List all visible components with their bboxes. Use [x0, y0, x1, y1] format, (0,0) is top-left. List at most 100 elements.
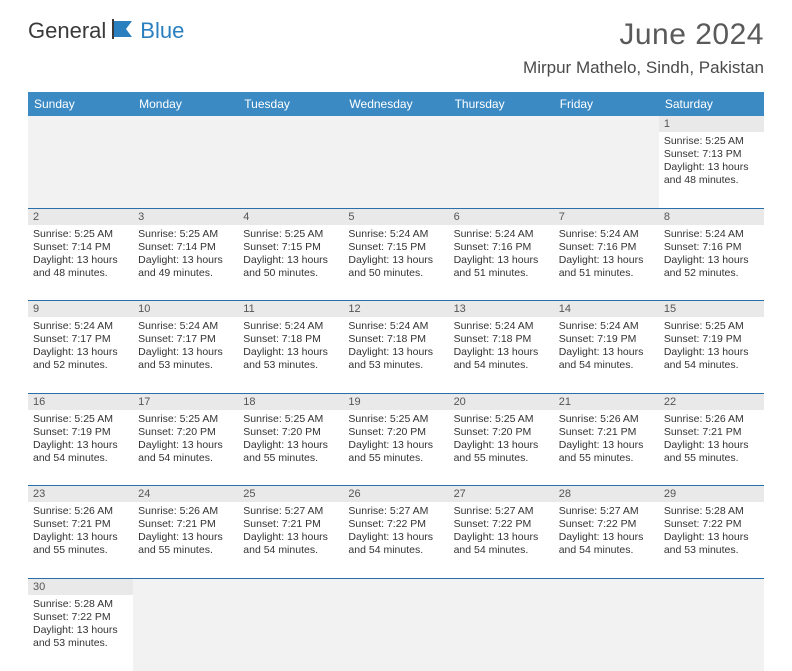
- day-cell: Sunrise: 5:25 AMSunset: 7:14 PMDaylight:…: [28, 225, 133, 301]
- day-number: 25: [238, 486, 343, 503]
- day-number: 28: [554, 486, 659, 503]
- weekday-header: Saturday: [659, 92, 764, 116]
- day-cell: Sunrise: 5:26 AMSunset: 7:21 PMDaylight:…: [133, 502, 238, 578]
- sunrise-text: Sunrise: 5:25 AM: [348, 413, 443, 426]
- day-cell: Sunrise: 5:25 AMSunset: 7:19 PMDaylight:…: [659, 317, 764, 393]
- sunrise-text: Sunrise: 5:24 AM: [243, 320, 338, 333]
- daylight-text: and 51 minutes.: [454, 267, 549, 280]
- sunset-text: Sunset: 7:21 PM: [664, 426, 759, 439]
- sunrise-text: Sunrise: 5:24 AM: [559, 228, 654, 241]
- daylight-text: and 54 minutes.: [243, 544, 338, 557]
- sunrise-text: Sunrise: 5:27 AM: [454, 505, 549, 518]
- blank-cell: [449, 132, 554, 208]
- daylight-text: Daylight: 13 hours: [33, 531, 128, 544]
- day-cell: Sunrise: 5:26 AMSunset: 7:21 PMDaylight:…: [28, 502, 133, 578]
- sunset-text: Sunset: 7:22 PM: [348, 518, 443, 531]
- day-cell: Sunrise: 5:27 AMSunset: 7:21 PMDaylight:…: [238, 502, 343, 578]
- day-cell: Sunrise: 5:24 AMSunset: 7:18 PMDaylight:…: [449, 317, 554, 393]
- blank-daynum: [28, 116, 133, 132]
- brand-part2: Blue: [140, 18, 184, 44]
- daylight-text: Daylight: 13 hours: [33, 624, 128, 637]
- sunrise-text: Sunrise: 5:25 AM: [664, 320, 759, 333]
- brand-logo: General Blue: [28, 18, 184, 44]
- sunrise-text: Sunrise: 5:24 AM: [33, 320, 128, 333]
- blank-cell: [343, 595, 448, 671]
- day-number: 18: [238, 393, 343, 410]
- sunset-text: Sunset: 7:22 PM: [454, 518, 549, 531]
- daylight-text: Daylight: 13 hours: [33, 254, 128, 267]
- day-cell: Sunrise: 5:25 AMSunset: 7:19 PMDaylight:…: [28, 410, 133, 486]
- day-number: 9: [28, 301, 133, 318]
- sunrise-text: Sunrise: 5:27 AM: [348, 505, 443, 518]
- day-number: 1: [659, 116, 764, 132]
- day-number: 3: [133, 208, 238, 225]
- blank-cell: [133, 595, 238, 671]
- day-cell: Sunrise: 5:27 AMSunset: 7:22 PMDaylight:…: [343, 502, 448, 578]
- daynum-row: 9101112131415: [28, 301, 764, 318]
- daylight-text: Daylight: 13 hours: [243, 346, 338, 359]
- day-number: 29: [659, 486, 764, 503]
- sunrise-text: Sunrise: 5:27 AM: [559, 505, 654, 518]
- sunset-text: Sunset: 7:22 PM: [664, 518, 759, 531]
- daylight-text: Daylight: 13 hours: [243, 254, 338, 267]
- day-number: 2: [28, 208, 133, 225]
- sunset-text: Sunset: 7:22 PM: [33, 611, 128, 624]
- week-row: Sunrise: 5:26 AMSunset: 7:21 PMDaylight:…: [28, 502, 764, 578]
- blank-daynum: [238, 116, 343, 132]
- day-number: 17: [133, 393, 238, 410]
- day-number: 16: [28, 393, 133, 410]
- weekday-header: Monday: [133, 92, 238, 116]
- daylight-text: Daylight: 13 hours: [348, 531, 443, 544]
- blank-cell: [133, 132, 238, 208]
- day-cell: Sunrise: 5:26 AMSunset: 7:21 PMDaylight:…: [659, 410, 764, 486]
- week-row: Sunrise: 5:25 AMSunset: 7:14 PMDaylight:…: [28, 225, 764, 301]
- sunset-text: Sunset: 7:17 PM: [138, 333, 233, 346]
- daylight-text: Daylight: 13 hours: [664, 254, 759, 267]
- day-cell: Sunrise: 5:24 AMSunset: 7:15 PMDaylight:…: [343, 225, 448, 301]
- sunrise-text: Sunrise: 5:24 AM: [559, 320, 654, 333]
- day-number: 14: [554, 301, 659, 318]
- daylight-text: and 55 minutes.: [33, 544, 128, 557]
- daylight-text: and 50 minutes.: [243, 267, 338, 280]
- daylight-text: and 55 minutes.: [348, 452, 443, 465]
- sunrise-text: Sunrise: 5:26 AM: [664, 413, 759, 426]
- day-cell: Sunrise: 5:25 AMSunset: 7:20 PMDaylight:…: [238, 410, 343, 486]
- daylight-text: Daylight: 13 hours: [454, 439, 549, 452]
- sunrise-text: Sunrise: 5:24 AM: [454, 228, 549, 241]
- location-subtitle: Mirpur Mathelo, Sindh, Pakistan: [523, 58, 764, 78]
- day-cell: Sunrise: 5:25 AMSunset: 7:14 PMDaylight:…: [133, 225, 238, 301]
- daylight-text: Daylight: 13 hours: [559, 346, 654, 359]
- sunrise-text: Sunrise: 5:24 AM: [138, 320, 233, 333]
- daylight-text: and 54 minutes.: [33, 452, 128, 465]
- sunset-text: Sunset: 7:16 PM: [454, 241, 549, 254]
- day-number: 21: [554, 393, 659, 410]
- sunset-text: Sunset: 7:17 PM: [33, 333, 128, 346]
- daylight-text: Daylight: 13 hours: [664, 531, 759, 544]
- day-cell: Sunrise: 5:24 AMSunset: 7:18 PMDaylight:…: [238, 317, 343, 393]
- day-cell: Sunrise: 5:27 AMSunset: 7:22 PMDaylight:…: [554, 502, 659, 578]
- daylight-text: Daylight: 13 hours: [138, 439, 233, 452]
- blank-cell: [659, 595, 764, 671]
- blank-cell: [554, 595, 659, 671]
- day-cell: Sunrise: 5:24 AMSunset: 7:17 PMDaylight:…: [28, 317, 133, 393]
- daylight-text: Daylight: 13 hours: [33, 346, 128, 359]
- day-number: 30: [28, 578, 133, 595]
- sunrise-text: Sunrise: 5:25 AM: [243, 228, 338, 241]
- daylight-text: Daylight: 13 hours: [664, 439, 759, 452]
- daylight-text: and 53 minutes.: [664, 544, 759, 557]
- sunset-text: Sunset: 7:21 PM: [138, 518, 233, 531]
- daylight-text: Daylight: 13 hours: [348, 346, 443, 359]
- sunrise-text: Sunrise: 5:25 AM: [138, 413, 233, 426]
- calendar-table: Sunday Monday Tuesday Wednesday Thursday…: [28, 92, 764, 671]
- day-number: 8: [659, 208, 764, 225]
- daylight-text: and 55 minutes.: [559, 452, 654, 465]
- sunrise-text: Sunrise: 5:25 AM: [138, 228, 233, 241]
- blank-cell: [554, 132, 659, 208]
- sunset-text: Sunset: 7:20 PM: [348, 426, 443, 439]
- daylight-text: and 54 minutes.: [559, 544, 654, 557]
- daylight-text: and 53 minutes.: [243, 359, 338, 372]
- daylight-text: Daylight: 13 hours: [33, 439, 128, 452]
- sunrise-text: Sunrise: 5:24 AM: [454, 320, 549, 333]
- daylight-text: Daylight: 13 hours: [454, 346, 549, 359]
- sunrise-text: Sunrise: 5:25 AM: [33, 413, 128, 426]
